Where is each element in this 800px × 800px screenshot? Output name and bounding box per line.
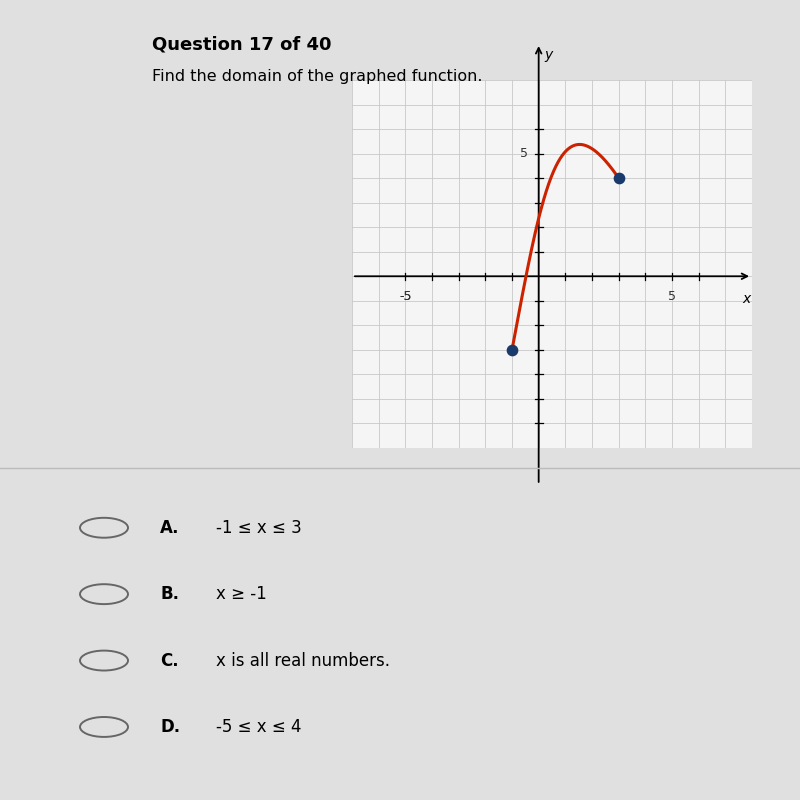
Text: x is all real numbers.: x is all real numbers. xyxy=(216,651,390,670)
Text: 5: 5 xyxy=(520,147,528,160)
Text: y: y xyxy=(544,49,552,62)
Text: B.: B. xyxy=(160,585,179,603)
Point xyxy=(612,172,625,185)
Text: x: x xyxy=(742,292,750,306)
Text: Question 17 of 40: Question 17 of 40 xyxy=(152,35,331,53)
Text: 5: 5 xyxy=(668,290,676,302)
Point xyxy=(506,343,518,356)
Text: A.: A. xyxy=(160,518,179,537)
Text: -5: -5 xyxy=(399,290,411,302)
Text: -5: -5 xyxy=(399,290,411,302)
Text: -1 ≤ x ≤ 3: -1 ≤ x ≤ 3 xyxy=(216,518,302,537)
Text: -5 ≤ x ≤ 4: -5 ≤ x ≤ 4 xyxy=(216,718,302,736)
Text: D.: D. xyxy=(160,718,180,736)
Text: x ≥ -1: x ≥ -1 xyxy=(216,585,266,603)
Text: C.: C. xyxy=(160,651,178,670)
Text: Find the domain of the graphed function.: Find the domain of the graphed function. xyxy=(152,69,482,83)
